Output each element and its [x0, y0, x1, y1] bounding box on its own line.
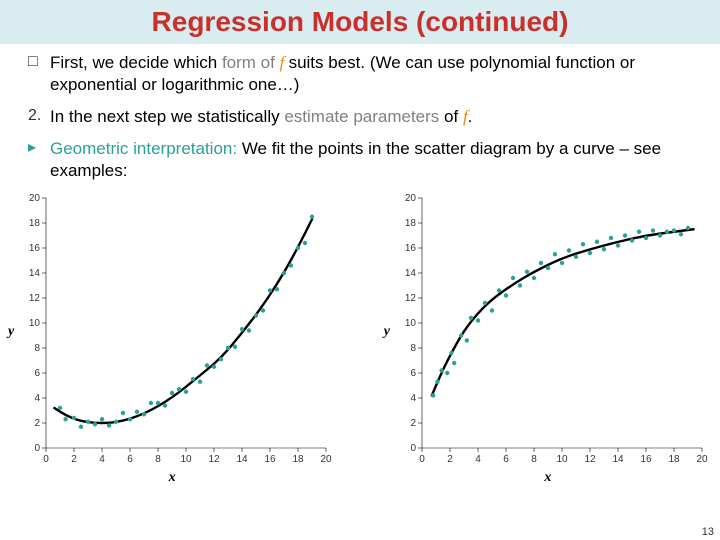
svg-text:2: 2 — [410, 418, 416, 429]
bullet-text: First, we decide which form of f suits b… — [50, 52, 692, 96]
svg-text:0: 0 — [410, 443, 416, 454]
svg-text:20: 20 — [405, 193, 417, 204]
chart-2-ylabel: y — [384, 324, 390, 340]
svg-text:20: 20 — [696, 454, 708, 465]
bullet-marker: ▸ — [28, 138, 50, 159]
svg-text:16: 16 — [405, 243, 417, 254]
bullet-item: □First, we decide which form of f suits … — [28, 52, 692, 96]
chart-1-xlabel: x — [169, 470, 176, 486]
svg-text:16: 16 — [29, 243, 41, 254]
svg-text:10: 10 — [181, 454, 193, 465]
chart-1-svg: 0 2 4 6 8 10 12 14 16 18 20 0 2 4 6 8 10 12 14 16 18 20 — [16, 192, 336, 472]
bullet-item: ▸Geometric interpretation: We fit the po… — [28, 138, 692, 182]
chart-2: y 0 2 4 6 8 10 12 14 16 18 20 0 2 4 6 8 10 12 14 16 18 20 x — [384, 192, 712, 486]
svg-text:10: 10 — [556, 454, 568, 465]
chart-2-xlabel: x — [544, 470, 551, 486]
svg-text:6: 6 — [503, 454, 509, 465]
svg-text:12: 12 — [584, 454, 596, 465]
svg-text:8: 8 — [410, 343, 416, 354]
svg-text:4: 4 — [99, 454, 105, 465]
svg-text:2: 2 — [35, 418, 41, 429]
svg-text:12: 12 — [405, 293, 417, 304]
svg-text:14: 14 — [29, 268, 41, 279]
bullet-marker: □ — [28, 52, 50, 73]
svg-text:20: 20 — [29, 193, 41, 204]
svg-text:14: 14 — [405, 268, 417, 279]
svg-text:18: 18 — [405, 218, 417, 229]
svg-text:18: 18 — [668, 454, 680, 465]
content-area: □First, we decide which form of f suits … — [0, 44, 720, 182]
title-bar: Regression Models (continued) — [0, 0, 720, 44]
bullet-text: In the next step we statistically estima… — [50, 106, 472, 128]
svg-text:0: 0 — [35, 443, 41, 454]
svg-text:2: 2 — [447, 454, 453, 465]
svg-text:12: 12 — [209, 454, 221, 465]
svg-text:8: 8 — [155, 454, 161, 465]
svg-text:14: 14 — [612, 454, 624, 465]
slide-title: Regression Models (continued) — [152, 6, 569, 38]
chart-1-ylabel: y — [8, 324, 14, 340]
bullet-text: Geometric interpretation: We fit the poi… — [50, 138, 692, 182]
chart-2-svg: 0 2 4 6 8 10 12 14 16 18 20 0 2 4 6 8 10 12 14 16 18 20 — [392, 192, 712, 472]
svg-text:10: 10 — [405, 318, 417, 329]
svg-text:18: 18 — [293, 454, 305, 465]
svg-text:14: 14 — [237, 454, 249, 465]
bullet-item: 2.In the next step we statistically esti… — [28, 106, 692, 128]
svg-text:2: 2 — [71, 454, 77, 465]
svg-text:8: 8 — [531, 454, 537, 465]
svg-text:12: 12 — [29, 293, 41, 304]
charts-row: y 0246810121416182002468101214161820 x y… — [0, 192, 720, 486]
svg-text:20: 20 — [321, 454, 333, 465]
svg-text:0: 0 — [419, 454, 425, 465]
svg-text:6: 6 — [35, 368, 41, 379]
svg-text:6: 6 — [127, 454, 133, 465]
svg-text:8: 8 — [35, 343, 41, 354]
bullet-marker: 2. — [28, 106, 50, 127]
svg-text:0: 0 — [43, 454, 49, 465]
svg-text:6: 6 — [410, 368, 416, 379]
page-number: 13 — [702, 526, 714, 538]
svg-text:4: 4 — [475, 454, 481, 465]
svg-text:4: 4 — [410, 393, 416, 404]
chart-1: y 0 2 4 6 8 10 12 14 16 18 20 0 2 4 6 8 10 12 14 16 18 20 x — [8, 192, 336, 486]
svg-text:16: 16 — [640, 454, 652, 465]
svg-text:10: 10 — [29, 318, 41, 329]
svg-text:18: 18 — [29, 218, 41, 229]
svg-text:4: 4 — [35, 393, 41, 404]
svg-text:16: 16 — [265, 454, 277, 465]
